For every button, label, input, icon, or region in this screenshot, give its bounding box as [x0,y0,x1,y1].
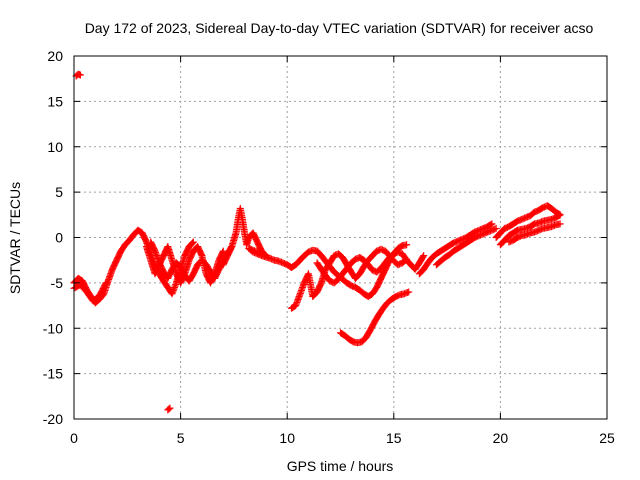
x-tick-label: 5 [177,430,185,446]
x-tick-label: 20 [493,430,509,446]
chart-title: Day 172 of 2023, Sidereal Day-to-day VTE… [85,20,594,36]
x-tick-label: 0 [70,430,78,446]
y-axis-ticks: 20 15 10 5 0 -5 -10 -15 -20 [43,48,607,427]
data-point [491,225,499,233]
data-point [420,252,428,260]
data-point [102,279,110,287]
data-point [168,290,176,298]
y-tick-label: -15 [43,366,63,382]
x-axis-label: GPS time / hours [287,458,394,474]
data-point [169,287,177,295]
y-tick-label: 10 [47,139,63,155]
data-point [197,250,205,258]
data-point [403,255,411,263]
data-point [171,282,179,290]
data-point [405,288,413,296]
y-tick-label: 20 [47,48,63,64]
data-point [402,256,410,264]
data-point [101,280,109,288]
y-tick-label: 15 [47,93,63,109]
y-tick-label: -10 [43,320,63,336]
y-axis-label: SDTVAR / TECUs [7,182,23,294]
x-tick-label: 10 [279,430,295,446]
y-tick-label: -5 [51,275,64,291]
data-points [70,70,564,414]
data-point [165,405,173,413]
x-tick-label: 15 [386,430,402,446]
data-point [492,224,500,232]
data-point [169,288,177,296]
x-axis-ticks: 0 5 10 15 20 25 [70,56,615,446]
data-point [189,238,197,246]
data-point [171,284,179,292]
grid-lines [74,56,607,419]
x-tick-label: 25 [599,430,615,446]
data-point [76,71,84,79]
y-tick-label: 5 [55,184,63,200]
data-point [419,253,427,261]
data-point [189,239,197,247]
y-tick-label: 0 [55,230,63,246]
data-point [403,241,411,249]
data-point [172,280,180,288]
data-point [403,289,411,297]
data-point [487,221,495,229]
data-point [170,285,178,293]
data-point [555,211,563,219]
data-point [556,211,564,219]
data-point [488,220,496,228]
data-point [166,404,174,412]
data-point [556,220,564,228]
y-tick-label: -20 [43,411,63,427]
